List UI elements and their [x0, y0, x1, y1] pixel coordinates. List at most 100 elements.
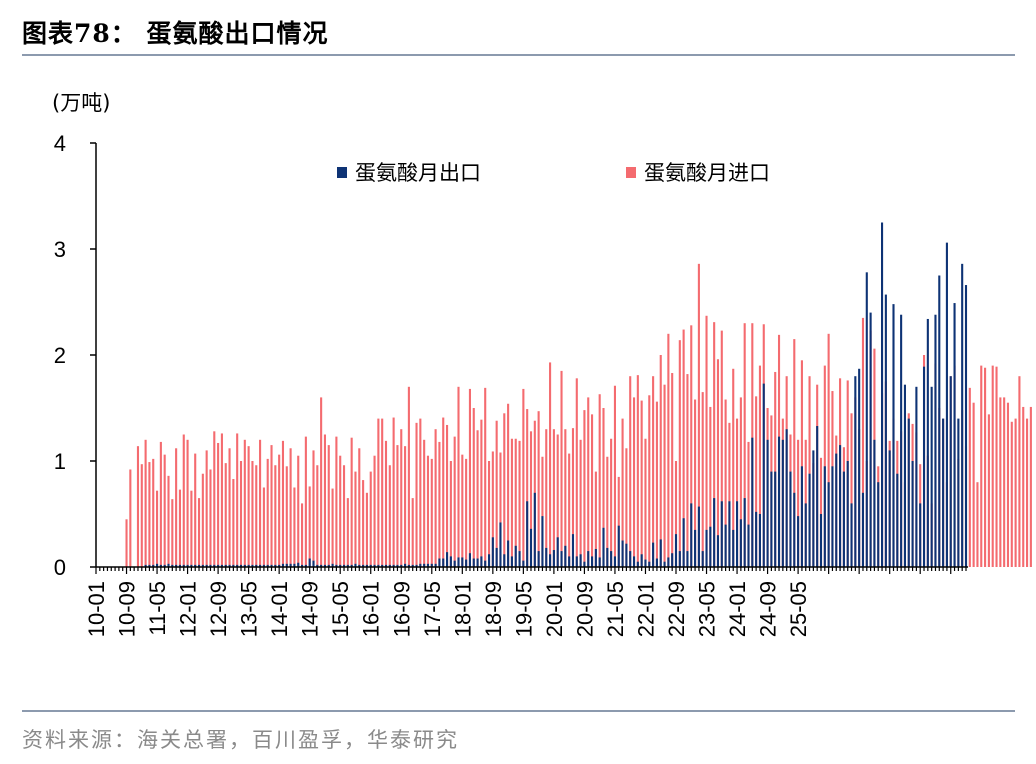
export-bar — [236, 564, 239, 567]
export-bar — [339, 564, 342, 567]
import-bar — [262, 487, 265, 567]
import-bar — [239, 461, 243, 567]
export-bar — [156, 563, 159, 567]
export-bar — [434, 563, 437, 567]
export-bar — [560, 551, 563, 567]
export-bar — [736, 501, 739, 567]
export-bar — [888, 450, 891, 567]
export-bar — [396, 564, 399, 567]
x-tick-label: 14-01 — [267, 581, 292, 637]
export-bar — [564, 545, 567, 567]
export-bar — [869, 312, 872, 567]
import-bar — [484, 387, 487, 567]
export-bar — [545, 547, 548, 567]
x-tick-label: 24-01 — [725, 581, 750, 637]
import-bar — [827, 333, 830, 567]
export-bar — [682, 518, 685, 567]
import-bar — [564, 429, 567, 567]
export-bar — [686, 551, 689, 567]
import-bar — [793, 339, 796, 567]
export-bar — [377, 564, 380, 567]
import-bar — [995, 366, 998, 567]
import-bar — [377, 418, 380, 567]
import-bar — [171, 499, 174, 567]
export-bar — [587, 551, 590, 567]
export-bar — [770, 471, 773, 567]
import-bar — [434, 429, 437, 567]
export-bar — [320, 564, 323, 567]
import-bar — [507, 403, 510, 567]
import-bar — [1006, 402, 1010, 567]
export-bar — [358, 564, 361, 567]
import-bar — [323, 434, 326, 567]
export-bar — [194, 564, 197, 567]
import-bar — [301, 503, 304, 567]
import-bar — [606, 456, 609, 567]
import-bar — [709, 406, 712, 567]
export-bar — [499, 522, 502, 567]
export-bar — [537, 551, 540, 567]
export-bar — [720, 501, 723, 567]
export-bar — [301, 564, 304, 567]
export-bar — [384, 564, 388, 567]
export-bar — [148, 564, 151, 567]
legend-label: 蛋氨酸月进口 — [644, 161, 770, 185]
import-bar — [976, 482, 979, 567]
export-bar — [285, 563, 288, 567]
import-bar — [278, 454, 281, 567]
legend-swatch — [626, 167, 636, 178]
import-bar — [247, 446, 250, 567]
export-bar — [728, 501, 731, 567]
export-bar — [510, 556, 513, 567]
import-bar — [571, 428, 575, 567]
import-bar — [167, 475, 170, 567]
import-bar — [568, 453, 571, 567]
export-bar — [907, 418, 910, 567]
import-bar — [400, 429, 403, 567]
export-bar — [175, 564, 178, 567]
export-bar — [186, 564, 189, 567]
export-bar — [655, 558, 658, 567]
import-bar — [690, 325, 693, 567]
import-bar — [522, 388, 525, 567]
import-bar — [453, 436, 456, 567]
import-bar — [480, 419, 483, 567]
import-bar — [289, 448, 292, 567]
import-bar — [461, 454, 464, 567]
export-bar — [278, 564, 281, 567]
export-bar — [892, 304, 895, 567]
export-bar — [239, 564, 243, 567]
export-bar — [949, 376, 952, 567]
import-bar — [736, 418, 739, 567]
export-bar — [804, 503, 807, 567]
import-bar — [430, 458, 433, 567]
export-bar — [487, 554, 491, 567]
export-bar — [697, 506, 700, 567]
export-bar — [167, 563, 170, 567]
import-bar — [224, 463, 227, 567]
export-bar — [938, 275, 941, 567]
import-bar — [728, 422, 731, 567]
x-tick-label: 25-05 — [786, 581, 811, 637]
export-bar — [690, 503, 693, 567]
export-bar — [438, 558, 441, 567]
export-bar — [209, 564, 212, 567]
export-bar — [953, 303, 956, 567]
import-bar — [144, 439, 147, 567]
import-bar — [625, 448, 628, 567]
export-bar — [785, 429, 788, 567]
export-bar — [884, 294, 887, 567]
export-bar — [213, 564, 216, 567]
x-tick-label: 11-05 — [145, 581, 170, 636]
export-bar — [755, 511, 758, 567]
export-bar — [423, 563, 426, 567]
import-bar — [220, 433, 223, 567]
import-bar — [987, 414, 990, 567]
export-bar — [617, 525, 620, 567]
export-bar — [896, 473, 899, 567]
export-series-bars — [144, 222, 968, 567]
x-tick-label: 15-05 — [328, 581, 353, 637]
export-bar — [663, 561, 666, 567]
export-bar — [789, 471, 792, 567]
export-bar — [163, 564, 166, 567]
